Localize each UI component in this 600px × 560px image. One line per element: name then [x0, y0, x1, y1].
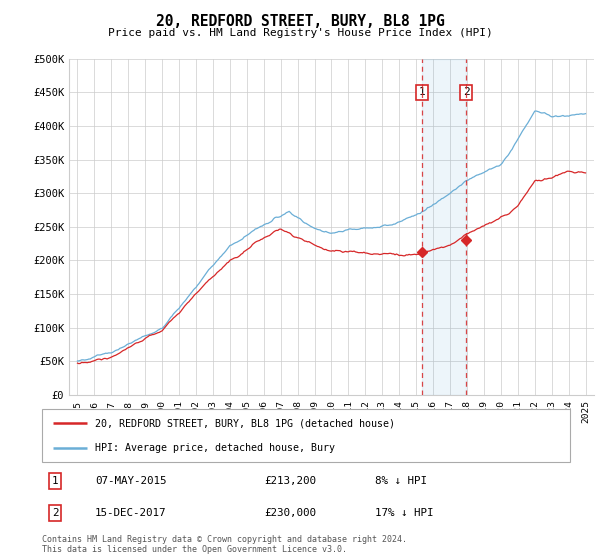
Text: £230,000: £230,000 [264, 508, 316, 518]
Text: 07-MAY-2015: 07-MAY-2015 [95, 476, 166, 486]
Bar [422, 59, 466, 395]
Text: Price paid vs. HM Land Registry's House Price Index (HPI): Price paid vs. HM Land Registry's House … [107, 28, 493, 38]
Text: 17% ↓ HPI: 17% ↓ HPI [374, 508, 433, 518]
Text: 20, REDFORD STREET, BURY, BL8 1PG: 20, REDFORD STREET, BURY, BL8 1PG [155, 14, 445, 29]
Text: 1: 1 [419, 87, 425, 97]
Text: 15-DEC-2017: 15-DEC-2017 [95, 508, 166, 518]
Text: HPI: Average price, detached house, Bury: HPI: Average price, detached house, Bury [95, 442, 335, 452]
Text: 2: 2 [52, 508, 58, 518]
Text: 1: 1 [52, 476, 58, 486]
Text: 8% ↓ HPI: 8% ↓ HPI [374, 476, 427, 486]
FancyBboxPatch shape [42, 409, 570, 462]
Text: Contains HM Land Registry data © Crown copyright and database right 2024.
This d: Contains HM Land Registry data © Crown c… [42, 535, 407, 554]
Text: 2: 2 [463, 87, 470, 97]
Text: £213,200: £213,200 [264, 476, 316, 486]
Text: 20, REDFORD STREET, BURY, BL8 1PG (detached house): 20, REDFORD STREET, BURY, BL8 1PG (detac… [95, 418, 395, 428]
